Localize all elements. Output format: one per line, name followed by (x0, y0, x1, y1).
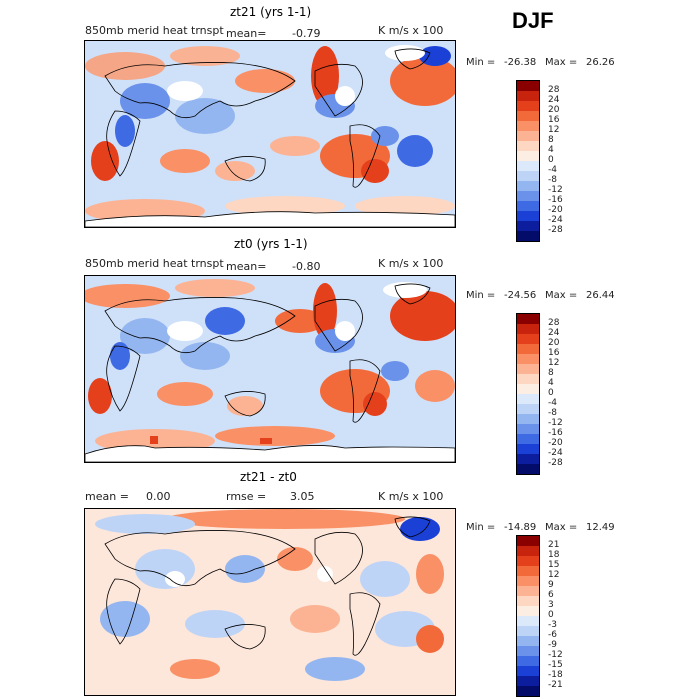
panel3-tick: -6 (548, 630, 557, 640)
panel3-rmse-label: rmse = (226, 490, 267, 503)
panel1-tick: 0 (548, 155, 554, 165)
panel2-tick: 16 (548, 348, 560, 358)
panel1-tick: 12 (548, 125, 560, 135)
panel2-mean-label: mean= (226, 260, 267, 273)
panel3-tick: 21 (548, 540, 560, 550)
panel2-tick: -28 (548, 458, 563, 468)
panel2-map-svg (85, 276, 455, 462)
panel1-tick: -12 (548, 185, 563, 195)
panel2-min-label: Min = (466, 290, 496, 301)
panel1-field-label: 850mb merid heat trnspt (85, 24, 224, 37)
panel1-map (84, 40, 456, 228)
panel2-tick: 24 (548, 328, 560, 338)
panel3-tick: -12 (548, 650, 563, 660)
panel1-max-label: Max = (545, 57, 578, 68)
panel1-tick: 28 (548, 85, 560, 95)
panel1-mean-label: mean= (226, 27, 267, 40)
panel1-max: 26.26 (586, 57, 615, 68)
panel3-tick: -9 (548, 640, 557, 650)
panel3-min: -14.89 (504, 522, 537, 533)
panel3-tick: 3 (548, 600, 554, 610)
panel3-tick: -21 (548, 680, 563, 690)
panel3-map (84, 508, 456, 696)
panel1-tick: 16 (548, 115, 560, 125)
panel2-tick: 8 (548, 368, 554, 378)
panel2-tick: 20 (548, 338, 560, 348)
panel1-mean-value: -0.79 (292, 27, 321, 40)
panel3-title: zt21 - zt0 (240, 470, 297, 484)
panel1-min: -26.38 (504, 57, 537, 68)
panel3-rmse-value: 3.05 (290, 490, 315, 503)
panel1-colorbar (516, 80, 540, 242)
panel3-min-label: Min = (466, 522, 496, 533)
panel2-mean-value: -0.80 (292, 260, 321, 273)
panel3-colorbar (516, 535, 540, 697)
panel1-tick: -4 (548, 165, 557, 175)
panel2-tick: -16 (548, 428, 563, 438)
panel1-min-label: Min = (466, 57, 496, 68)
panel1-map-svg (85, 41, 455, 227)
panel2-max-label: Max = (545, 290, 578, 301)
panel2-colorbar (516, 313, 540, 475)
panel2-tick: -8 (548, 408, 557, 418)
panel3-map-svg (85, 509, 455, 695)
panel2-tick: -4 (548, 398, 557, 408)
panel3-mean-value: 0.00 (146, 490, 171, 503)
panel3-tick: -3 (548, 620, 557, 630)
panel3-max-label: Max = (545, 522, 578, 533)
panel2-map (84, 275, 456, 463)
panel1-units: K m/s x 100 (378, 24, 444, 37)
panel1-tick: -20 (548, 205, 563, 215)
panel3-max: 12.49 (586, 522, 615, 533)
panel1-tick: -28 (548, 225, 563, 235)
panel2-title: zt0 (yrs 1-1) (234, 237, 308, 251)
panel2-field-label: 850mb merid heat trnspt (85, 257, 224, 270)
panel2-tick: -20 (548, 438, 563, 448)
panel3-tick: 0 (548, 610, 554, 620)
panel2-tick: -24 (548, 448, 563, 458)
panel1-title: zt21 (yrs 1-1) (230, 5, 312, 19)
panel2-tick: 28 (548, 318, 560, 328)
panel2-tick: 12 (548, 358, 560, 368)
panel3-mean-label: mean = (85, 490, 129, 503)
panel3-tick: 12 (548, 570, 560, 580)
panel2-units: K m/s x 100 (378, 257, 444, 270)
panel1-tick: -8 (548, 175, 557, 185)
panel2-tick: 0 (548, 388, 554, 398)
panel2-tick: -12 (548, 418, 563, 428)
panel1-tick: -24 (548, 215, 563, 225)
panel1-tick: 20 (548, 105, 560, 115)
panel2-min: -24.56 (504, 290, 537, 301)
panel3-tick: 6 (548, 590, 554, 600)
panel3-tick: 18 (548, 550, 560, 560)
panel1-tick: -16 (548, 195, 563, 205)
panel3-tick: -15 (548, 660, 563, 670)
panel2-tick: 4 (548, 378, 554, 388)
panel2-max: 26.44 (586, 290, 615, 301)
panel3-tick: -18 (548, 670, 563, 680)
panel3-units: K m/s x 100 (378, 490, 444, 503)
panel3-tick: 9 (548, 580, 554, 590)
season-label: DJF (512, 8, 554, 33)
panel1-tick: 24 (548, 95, 560, 105)
panel3-tick: 15 (548, 560, 560, 570)
panel1-tick: 8 (548, 135, 554, 145)
panel1-tick: 4 (548, 145, 554, 155)
